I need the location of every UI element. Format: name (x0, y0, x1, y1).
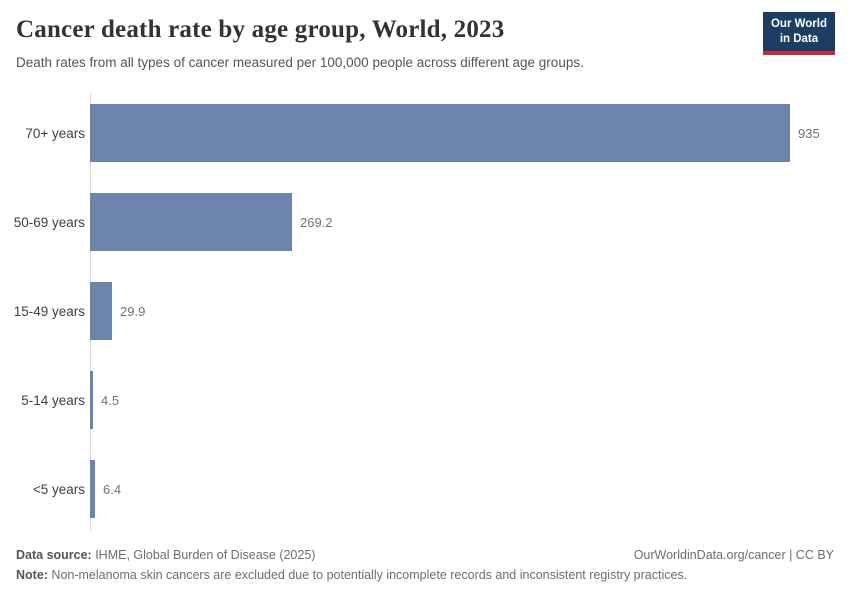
data-source: Data source: IHME, Global Burden of Dise… (16, 545, 315, 566)
value-label: 4.5 (101, 392, 120, 408)
bar-track: 4.5 (90, 356, 850, 445)
owid-logo-line2: in Data (779, 32, 819, 45)
category-label: 5-14 years (21, 392, 85, 408)
category-label: <5 years (32, 481, 85, 497)
value-label: 6.4 (103, 481, 122, 497)
bar-row: 5-14 years 4.5 (0, 356, 850, 445)
bar-rows: 70+ years 935 50-69 years 269.2 15-49 years 2… (0, 89, 850, 534)
chart-subtitle: Death rates from all types of cancer mea… (16, 55, 584, 70)
footer-note-text: Non-melanoma skin cancers are excluded d… (47, 568, 688, 583)
chart-header: Cancer death rate by age group, World, 2… (0, 0, 850, 72)
bar[interactable] (90, 282, 112, 341)
footer-note-label: Note: (16, 568, 48, 583)
owid-cancer-link[interactable]: OurWorldinData.org/cancer | CC BY (633, 547, 834, 562)
bar[interactable] (90, 193, 292, 252)
bar[interactable] (90, 104, 790, 163)
bar[interactable] (90, 460, 95, 519)
data-source-text: IHME, Global Burden of Disease (2025) (91, 547, 316, 562)
category-label: 50-69 years (13, 214, 85, 230)
category-label: 15-49 years (13, 303, 85, 319)
bar[interactable] (90, 371, 93, 430)
bar-track: 935 (90, 89, 850, 178)
bar-chart: 70+ years 935 50-69 years 269.2 15-49 years 2… (0, 89, 850, 534)
bar-row: <5 years 6.4 (0, 445, 850, 534)
owid-logo[interactable]: Our World in Data (762, 12, 835, 55)
page-title: Cancer death rate by age group, World, 2… (16, 16, 505, 43)
bar-row: 50-69 years 269.2 (0, 178, 850, 267)
value-label: 269.2 (300, 214, 333, 230)
value-label: 935 (798, 125, 820, 141)
bar-track: 29.9 (90, 267, 850, 356)
bar-row: 15-49 years 29.9 (0, 267, 850, 356)
bar-track: 269.2 (90, 178, 850, 267)
value-label: 29.9 (120, 303, 146, 319)
bar-row: 70+ years 935 (0, 89, 850, 178)
chart-footer: Data source: IHME, Global Burden of Dise… (16, 545, 834, 586)
data-source-label: Data source: (16, 547, 92, 562)
category-label: 70+ years (25, 125, 85, 141)
footer-note: Note: Non-melanoma skin cancers are excl… (16, 565, 834, 586)
bar-track: 6.4 (90, 445, 850, 534)
owid-logo-line1: Our World (770, 18, 827, 30)
